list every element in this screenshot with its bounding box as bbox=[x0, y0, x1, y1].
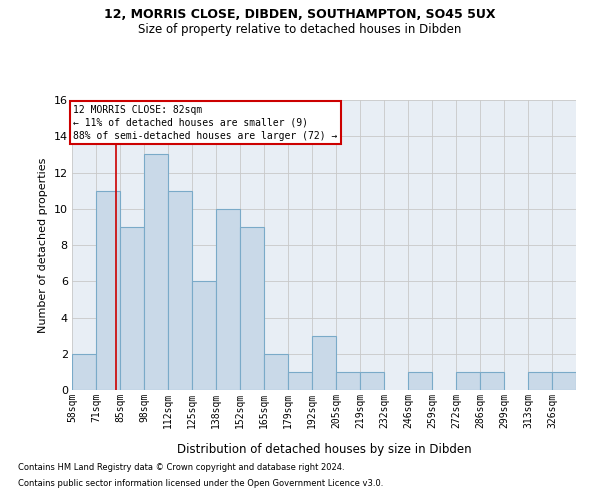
Bar bbox=[144, 154, 168, 390]
Bar bbox=[408, 372, 432, 390]
Text: 12, MORRIS CLOSE, DIBDEN, SOUTHAMPTON, SO45 5UX: 12, MORRIS CLOSE, DIBDEN, SOUTHAMPTON, S… bbox=[104, 8, 496, 20]
Bar bbox=[528, 372, 552, 390]
Text: Contains HM Land Registry data © Crown copyright and database right 2024.: Contains HM Land Registry data © Crown c… bbox=[18, 464, 344, 472]
Y-axis label: Number of detached properties: Number of detached properties bbox=[38, 158, 48, 332]
Bar bbox=[456, 372, 480, 390]
Bar bbox=[336, 372, 360, 390]
Text: Contains public sector information licensed under the Open Government Licence v3: Contains public sector information licen… bbox=[18, 478, 383, 488]
Bar bbox=[120, 227, 144, 390]
Bar bbox=[288, 372, 312, 390]
Bar bbox=[480, 372, 504, 390]
Text: Size of property relative to detached houses in Dibden: Size of property relative to detached ho… bbox=[139, 22, 461, 36]
Bar bbox=[552, 372, 576, 390]
Bar bbox=[96, 190, 120, 390]
Bar bbox=[240, 227, 264, 390]
Bar bbox=[72, 354, 96, 390]
Text: 12 MORRIS CLOSE: 82sqm
← 11% of detached houses are smaller (9)
88% of semi-deta: 12 MORRIS CLOSE: 82sqm ← 11% of detached… bbox=[73, 104, 337, 141]
Bar bbox=[192, 281, 216, 390]
Bar bbox=[360, 372, 384, 390]
Bar bbox=[312, 336, 336, 390]
Bar bbox=[264, 354, 288, 390]
Bar bbox=[216, 209, 240, 390]
Bar bbox=[168, 190, 192, 390]
Text: Distribution of detached houses by size in Dibden: Distribution of detached houses by size … bbox=[176, 442, 472, 456]
